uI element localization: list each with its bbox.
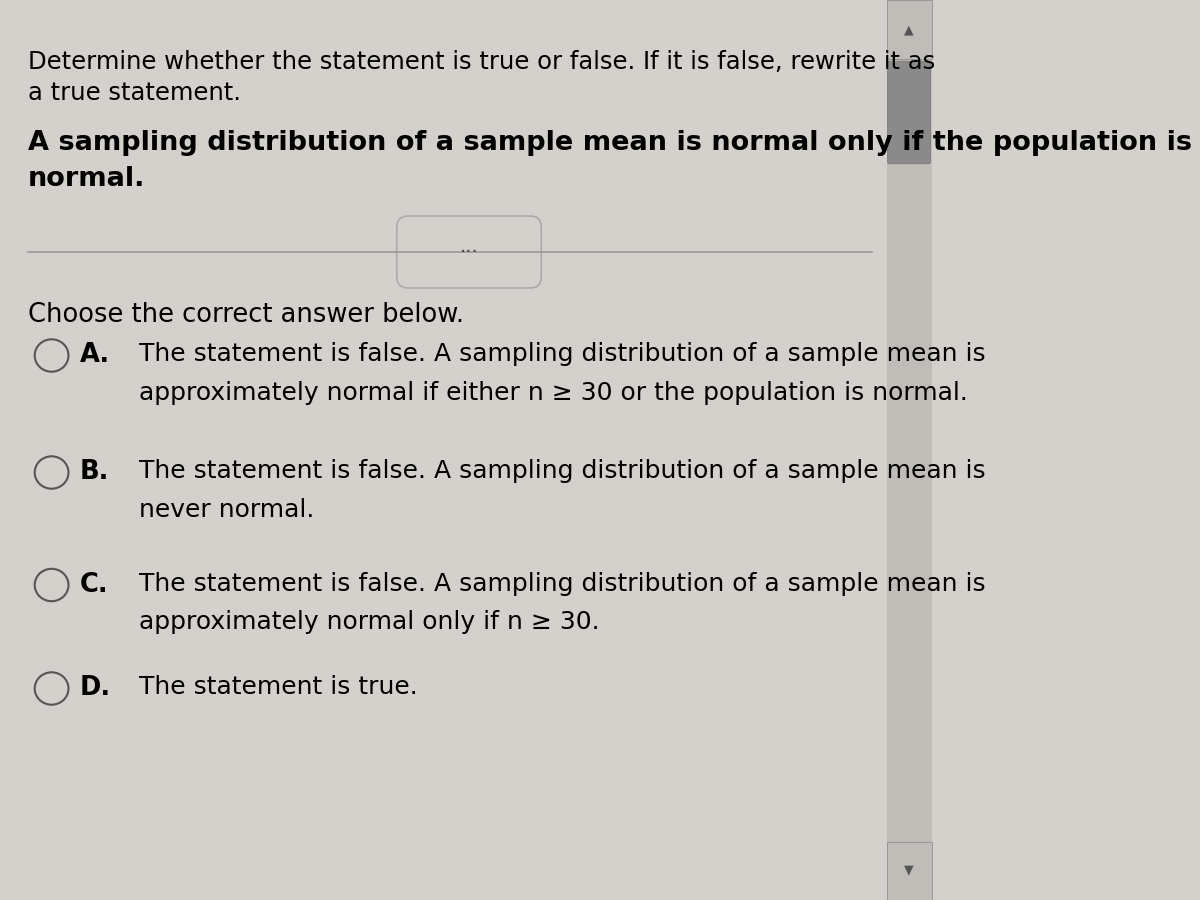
Text: ▼: ▼ [905,864,914,877]
Text: A.: A. [79,342,110,368]
Text: ···: ··· [460,242,479,262]
Text: B.: B. [79,459,109,485]
Text: D.: D. [79,675,110,701]
Text: The statement is false. A sampling distribution of a sample mean is: The statement is false. A sampling distr… [139,459,985,483]
Text: approximately normal only if n ≥ 30.: approximately normal only if n ≥ 30. [139,610,600,634]
FancyBboxPatch shape [397,216,541,288]
Text: approximately normal if either n ≥ 30 or the population is normal.: approximately normal if either n ≥ 30 or… [139,381,967,405]
Text: A sampling distribution of a sample mean is normal only if the population is: A sampling distribution of a sample mean… [28,130,1192,157]
FancyBboxPatch shape [888,61,930,164]
Text: C.: C. [79,572,108,598]
Text: Choose the correct answer below.: Choose the correct answer below. [28,302,464,328]
Text: The statement is true.: The statement is true. [139,675,418,699]
Text: Determine whether the statement is true or false. If it is false, rewrite it as: Determine whether the statement is true … [28,50,935,74]
FancyBboxPatch shape [887,0,931,900]
FancyBboxPatch shape [887,0,931,58]
Text: The statement is false. A sampling distribution of a sample mean is: The statement is false. A sampling distr… [139,572,985,596]
Text: a true statement.: a true statement. [28,81,241,105]
Text: never normal.: never normal. [139,498,314,522]
Text: normal.: normal. [28,166,145,193]
Text: The statement is false. A sampling distribution of a sample mean is: The statement is false. A sampling distr… [139,342,985,366]
Text: ▲: ▲ [905,23,914,36]
FancyBboxPatch shape [887,842,931,900]
